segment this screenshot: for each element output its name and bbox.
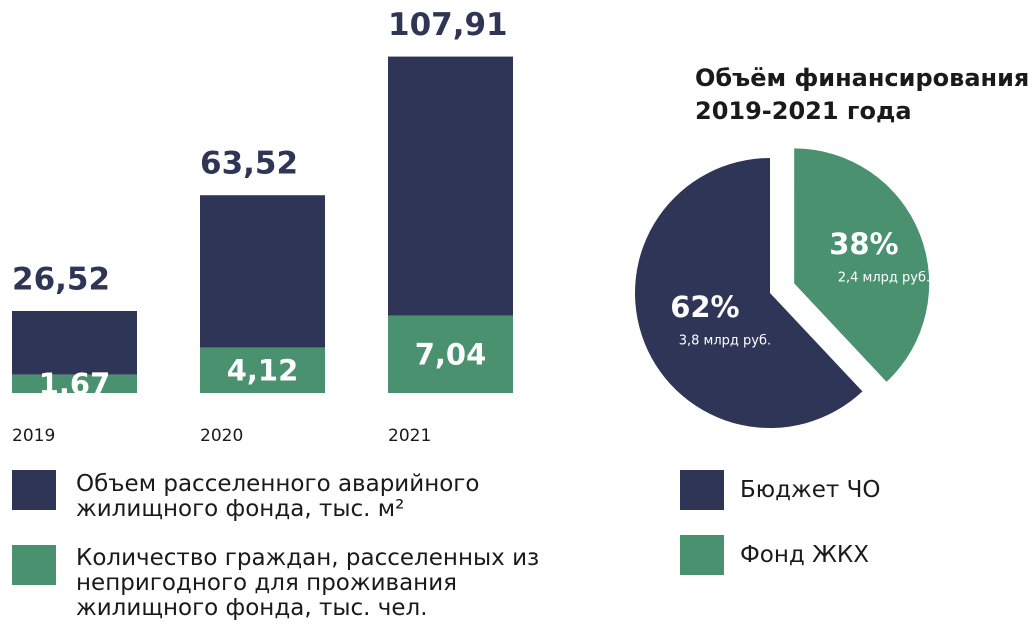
legend-label: Количество граждан, расселенных из непри… xyxy=(76,545,540,621)
bar-top xyxy=(388,56,513,316)
x-tick-label: 2020 xyxy=(200,426,243,446)
pie-slice xyxy=(794,148,930,382)
pie-value-label: 38% xyxy=(829,227,898,261)
value-label: 1,67 xyxy=(39,367,111,401)
bar-top xyxy=(200,195,325,348)
value-label: 4,12 xyxy=(227,353,299,387)
value-label: 107,91 xyxy=(388,7,508,43)
legend-swatch xyxy=(680,535,724,575)
bar-bottom xyxy=(388,315,513,393)
value-label: 7,04 xyxy=(415,337,487,371)
value-label: 26,52 xyxy=(12,261,110,297)
value-label: 63,52 xyxy=(200,146,298,182)
bar-bottom xyxy=(12,374,137,393)
legend-label: Бюджет ЧО xyxy=(740,477,881,503)
legend-swatch xyxy=(12,470,56,510)
x-tick-label: 2021 xyxy=(388,426,431,446)
legend-swatch xyxy=(12,545,56,585)
pie-title: Объём финансирования 2019-2021 года xyxy=(695,64,1030,125)
x-tick-label: 2019 xyxy=(12,426,55,446)
pie-value-label: 62% xyxy=(670,290,739,324)
legend-swatch xyxy=(680,470,724,510)
legend-label: Фонд ЖКХ xyxy=(740,542,869,568)
bar-bottom xyxy=(200,347,325,393)
legend-label: Объем расселенного аварийного жилищного … xyxy=(76,471,480,522)
pie-annotation: 3,8 млрд руб. xyxy=(679,333,771,348)
pie-slice xyxy=(634,158,863,428)
pie-annotation: 2,4 млрд руб. xyxy=(838,270,930,285)
bar-top xyxy=(12,310,137,375)
